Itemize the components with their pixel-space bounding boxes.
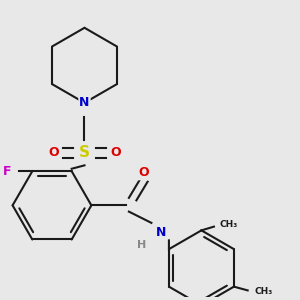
Text: CH₃: CH₃ [220,220,238,229]
Text: S: S [79,145,90,160]
Text: N: N [156,226,167,239]
Text: O: O [110,146,121,159]
Text: O: O [48,146,58,159]
Text: F: F [3,165,11,178]
Text: H: H [137,240,146,250]
Text: N: N [79,96,90,109]
Text: CH₃: CH₃ [255,287,273,296]
Text: O: O [139,167,149,179]
